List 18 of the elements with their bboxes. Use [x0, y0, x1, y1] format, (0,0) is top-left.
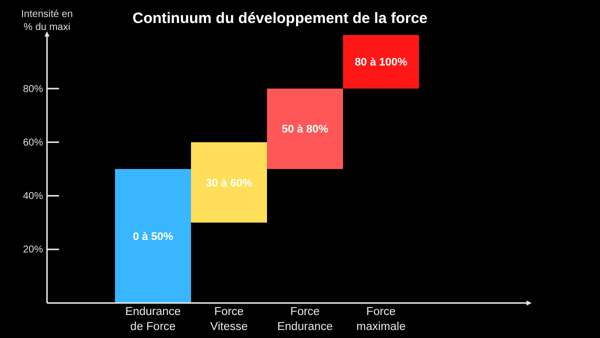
y-tick-label: 20%	[22, 244, 44, 256]
annotation: 30 à 60%	[206, 177, 252, 190]
bar	[115, 169, 191, 303]
y-tick-label: 40%	[22, 191, 44, 202]
bar	[343, 35, 419, 89]
chart-title: Continuum du développement de la force	[132, 10, 428, 27]
annotation: 0 à 50%	[132, 230, 174, 243]
x-tick-label: Force Vitesse	[210, 306, 248, 333]
x-tick-label: Force Endurance	[277, 306, 333, 333]
x-tick-label: Force maximale	[356, 306, 406, 333]
bar	[267, 88, 343, 169]
bar	[191, 142, 267, 223]
y-tick-label: 80%	[22, 84, 44, 95]
x-tick-label: Endurance de Force	[125, 306, 181, 333]
annotation: 50 à 80%	[282, 124, 328, 136]
annotation: 80 à 100%	[354, 56, 408, 69]
y-tick-label: 60%	[22, 137, 44, 148]
y-axis-title: Intensité en % du maxi	[21, 9, 73, 33]
